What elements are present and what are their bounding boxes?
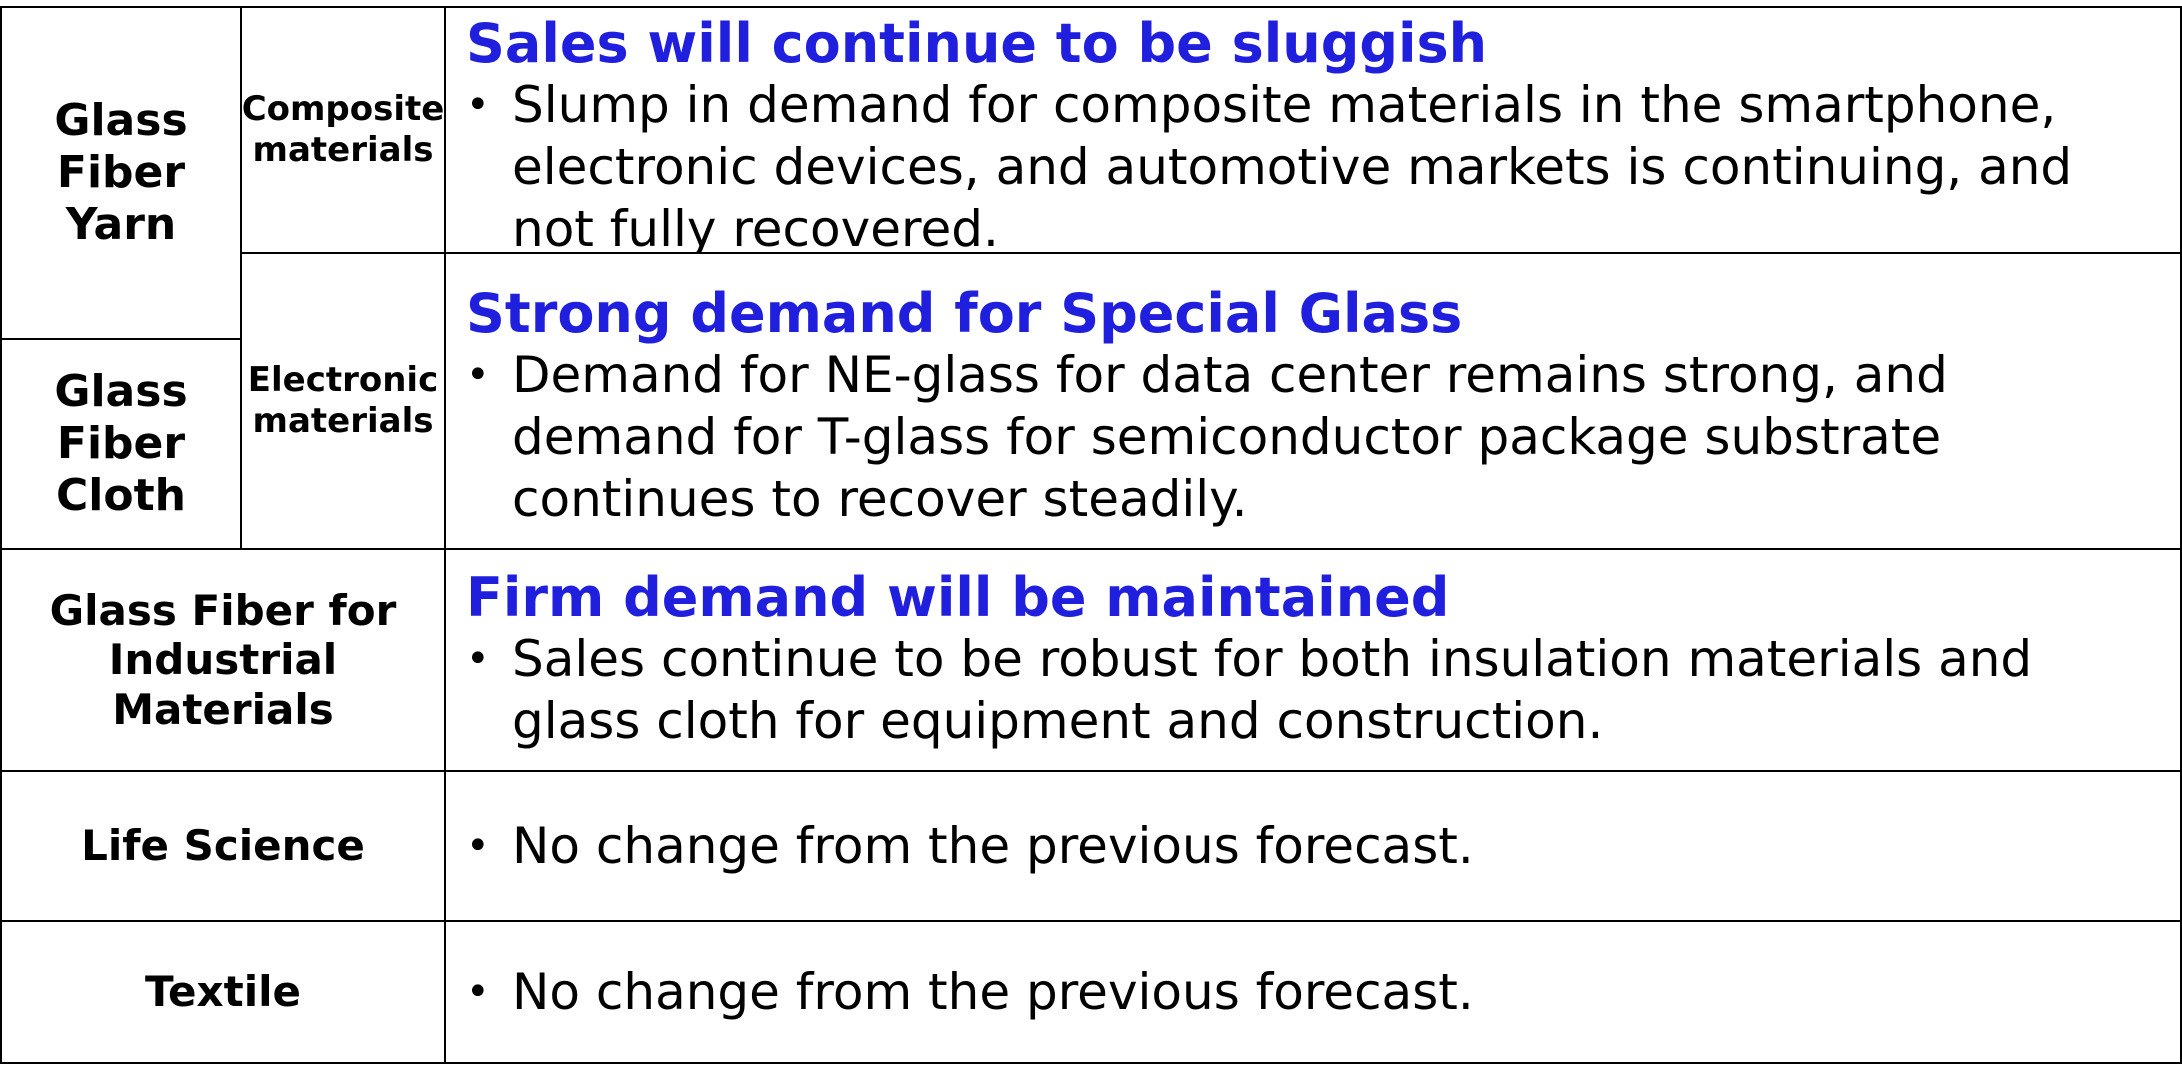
bullet-icon: • [466,636,490,683]
label-electronic-materials: Electronic materials [240,252,446,550]
label-line: Electronic [247,360,439,401]
label-life-science: Life Science [0,770,446,922]
bullet-item: • Demand for NE-glass for data center re… [466,344,2166,530]
label-glass-fiber-cloth: Glass Fiber Cloth [0,338,242,550]
bullet-text-composite: Slump in demand for composite materials … [512,76,2073,259]
bullet-item: • Slump in demand for composite material… [466,74,2166,260]
bullet-item: • No change from the previous forecast. [466,815,2166,877]
bullet-text-industrial: Sales continue to be robust for both ins… [512,630,2033,751]
label-line: materials [252,401,434,441]
label-line: Glass Fiber for [49,585,397,635]
headline-composite: Sales will continue to be sluggish [466,12,1488,75]
label-line: Glass [54,95,188,147]
label-line: Life Science [81,821,365,871]
headline-industrial: Firm demand will be maintained [466,566,1450,629]
label-composite-materials: Composite materials [240,6,446,254]
content-composite: Sales will continue to be sluggish • Slu… [444,6,2182,258]
bullet-icon: • [466,82,490,129]
content-life-science: • No change from the previous forecast. [444,770,2182,922]
label-line: Fiber [56,418,186,470]
label-line: Cloth [56,469,186,521]
bullet-item: • Sales continue to be robust for both i… [466,628,2166,752]
content-electronic: Strong demand for Special Glass • Demand… [444,252,2182,550]
label-line: Fiber [56,147,186,199]
label-line: Glass [54,366,188,418]
label-industrial-materials: Glass Fiber for Industrial Materials [0,548,446,772]
label-line: Textile [144,967,301,1017]
label-line: Composite [241,89,445,130]
bullet-text-life-science: No change from the previous forecast. [512,817,1474,875]
bullet-icon: • [466,969,490,1015]
label-line: Yarn [65,198,177,250]
bullet-icon: • [466,352,490,399]
bullet-item: • No change from the previous forecast. [466,961,2166,1023]
label-line: materials [252,130,434,170]
label-line: Materials [112,684,334,734]
label-glass-fiber-yarn: Glass Fiber Yarn [0,6,242,340]
bullet-text-textile: No change from the previous forecast. [512,963,1474,1021]
content-textile: • No change from the previous forecast. [444,920,2182,1064]
bullet-text-electronic: Demand for NE-glass for data center rema… [512,346,1948,529]
bullet-icon: • [466,823,490,869]
label-line: Industrial [108,635,338,685]
label-textile: Textile [0,920,446,1064]
content-industrial: Firm demand will be maintained • Sales c… [444,548,2182,772]
headline-electronic: Strong demand for Special Glass [466,282,1463,345]
